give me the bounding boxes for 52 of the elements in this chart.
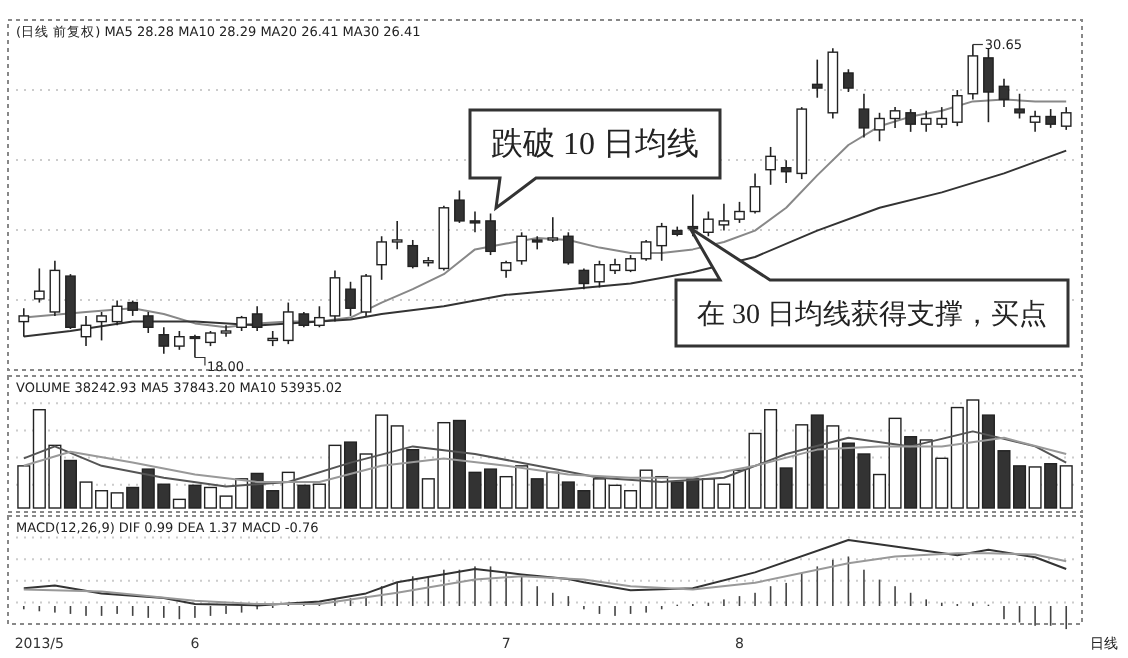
candlestick xyxy=(376,235,387,281)
candlestick xyxy=(454,189,465,224)
candlestick xyxy=(329,269,341,323)
candlestick xyxy=(314,305,325,329)
candlestick xyxy=(905,108,916,133)
candlestick xyxy=(951,89,963,127)
candlestick xyxy=(640,239,652,262)
candlestick xyxy=(967,43,979,101)
candlestick xyxy=(703,210,714,238)
annotation: 在 30 日均线获得支撑，买点 xyxy=(697,299,1047,331)
candlestick xyxy=(18,307,30,338)
candlestick xyxy=(360,273,372,317)
candlestick xyxy=(96,311,107,342)
candlestick xyxy=(547,216,559,243)
candlestick xyxy=(267,330,279,347)
candlestick xyxy=(174,330,185,351)
annotation: 跌破 10 日均线 xyxy=(491,126,699,162)
candlestick xyxy=(1060,106,1072,131)
candlestick xyxy=(656,222,668,262)
candlestick xyxy=(407,239,419,270)
candlestick xyxy=(578,267,590,290)
candlestick xyxy=(780,159,792,184)
candlestick xyxy=(485,212,496,256)
candlestick xyxy=(1014,92,1025,120)
candlestick xyxy=(749,172,761,215)
candlestick xyxy=(889,106,901,129)
candlestick xyxy=(1045,108,1057,129)
candlestick xyxy=(391,220,403,251)
candlestick xyxy=(811,58,823,99)
candlestick xyxy=(594,259,605,289)
candlestick xyxy=(469,210,481,234)
candlestick xyxy=(282,301,294,345)
candlestick xyxy=(920,110,932,133)
candlestick xyxy=(345,280,356,317)
candlestick xyxy=(251,305,263,332)
candlestick xyxy=(734,201,745,224)
candlestick xyxy=(1029,110,1041,133)
candlestick xyxy=(49,259,61,317)
candlestick xyxy=(189,333,201,359)
candlestick xyxy=(936,106,948,129)
candlestick xyxy=(158,326,170,355)
candlestick xyxy=(998,77,1010,108)
candlestick xyxy=(874,112,885,143)
candlestick xyxy=(718,203,730,232)
candlestick xyxy=(765,146,776,186)
candlestick xyxy=(111,299,123,327)
candlestick xyxy=(858,92,870,139)
candlestick xyxy=(562,231,574,266)
candlestick xyxy=(33,267,45,304)
candlestick xyxy=(843,68,854,93)
candlestick xyxy=(983,47,994,123)
candlestick xyxy=(516,231,528,266)
